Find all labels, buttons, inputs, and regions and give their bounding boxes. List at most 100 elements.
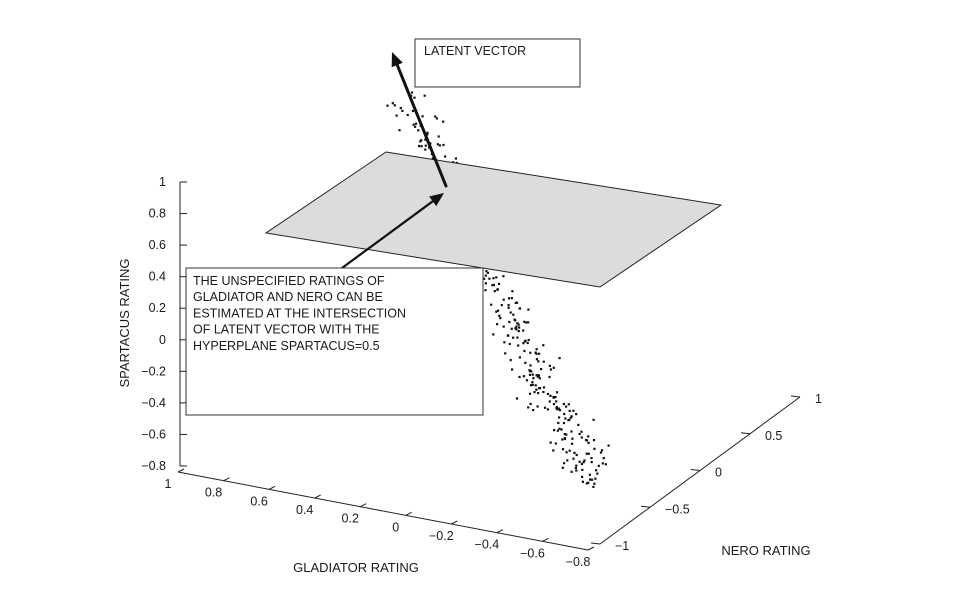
scatter-point — [508, 320, 511, 324]
scatter-point — [401, 109, 404, 112]
tick-labels: 1 0.8 0.6 0.4 0.2 0 −0.2 −0.4 −0.6 −0.8 1 0.8 0.6 0.4… — [141, 175, 822, 569]
y-axis-title: NERO RATING — [721, 543, 810, 558]
scatter-point — [599, 451, 603, 454]
scatter-point — [580, 462, 584, 466]
y-tick — [740, 432, 751, 435]
scatter-point — [518, 375, 521, 379]
scatter-point — [558, 427, 561, 430]
scatter-point — [538, 352, 541, 355]
z-axis-title: SPARTACUS RATING — [117, 258, 132, 387]
scatter-point — [435, 117, 438, 120]
scatter-point — [556, 408, 559, 411]
scatter-point — [406, 113, 409, 117]
scatter-point — [587, 435, 590, 438]
scatter-point — [413, 96, 416, 99]
scatter-point — [515, 397, 519, 400]
z-tick-label: −0.4 — [141, 396, 166, 410]
scatter-point — [488, 277, 491, 280]
x-tick-label: 0.4 — [296, 503, 313, 517]
scatter-point — [421, 115, 424, 118]
scatter-point — [600, 449, 604, 452]
scatter-point — [444, 155, 447, 158]
z-tick-label: −0.6 — [141, 427, 166, 441]
scatter-point — [484, 289, 487, 292]
scatter-point — [587, 481, 590, 484]
scatter-point — [542, 386, 546, 389]
scatter-point — [601, 462, 604, 465]
scatter-point — [535, 374, 538, 377]
scatter-point — [542, 360, 545, 363]
scatter-point — [504, 352, 507, 355]
scatter-point — [590, 461, 593, 464]
scatter-point — [571, 437, 574, 440]
scatter-point — [563, 462, 566, 465]
scatter-point — [518, 326, 521, 329]
scatter-point — [549, 368, 552, 371]
scatter-point — [442, 143, 445, 147]
scatter-point — [393, 104, 396, 107]
hyperplane-layer — [264, 151, 723, 288]
scatter-point — [593, 447, 596, 450]
y-tick — [690, 469, 701, 471]
scatter-point — [499, 317, 502, 320]
scatter-point — [534, 384, 537, 387]
scatter-point — [525, 379, 529, 382]
scatter-point — [546, 408, 549, 411]
scatter-point — [574, 466, 577, 470]
x-tick-label: 1 — [165, 477, 172, 491]
scatter-point — [552, 395, 555, 399]
scatter-point — [549, 394, 552, 397]
scatter-point — [540, 368, 543, 371]
scatter-point — [523, 349, 526, 353]
scatter-point — [424, 144, 427, 147]
x-tick — [496, 529, 504, 534]
x-tick — [177, 468, 185, 473]
scatter-point — [411, 109, 414, 113]
scatter-point — [575, 413, 578, 416]
scatter-point — [507, 306, 510, 309]
scatter-point — [595, 469, 598, 472]
scatter-point — [531, 381, 534, 384]
scatter-point — [502, 298, 505, 301]
z-tick-label: 0.2 — [149, 301, 166, 315]
annotation-line: ESTIMATED AT THE INTERSECTION — [193, 306, 406, 320]
scatter-point — [562, 402, 565, 406]
z-tick-label: 1 — [159, 175, 166, 189]
intersection-pointer-arrow — [340, 193, 444, 270]
scatter-point — [502, 325, 505, 328]
x-tick-label: 0.6 — [250, 494, 267, 508]
scatter-point — [418, 144, 421, 148]
scatter-point — [534, 351, 537, 354]
scatter-point — [537, 374, 540, 377]
scatter-point — [588, 473, 591, 476]
scatter-point — [492, 283, 495, 286]
x-tick — [451, 520, 458, 525]
scatter-point — [592, 439, 596, 442]
scatter-point — [533, 391, 536, 394]
scatter-point — [398, 129, 401, 132]
latent-vector-label: LATENT VECTOR — [414, 38, 581, 88]
scatter-point — [485, 270, 488, 273]
scatter-point — [510, 297, 513, 300]
scatter-point — [567, 403, 570, 406]
scatter-point — [580, 430, 583, 433]
scatter-point — [500, 304, 503, 307]
scatter-point — [565, 405, 568, 408]
scatter-point — [557, 407, 561, 410]
scatter-point — [568, 449, 571, 452]
scatter-point — [511, 368, 514, 371]
scatter-point — [525, 321, 528, 324]
scatter-point — [391, 102, 394, 105]
scatter-point — [524, 361, 527, 364]
scatter-point — [552, 403, 556, 406]
scatter-point — [554, 396, 557, 399]
scatter-point — [522, 342, 525, 345]
scatter-point — [507, 297, 511, 300]
scatter-point — [563, 433, 566, 436]
scatter-point — [597, 464, 600, 467]
scatter-point — [434, 115, 437, 118]
scatter-point — [580, 436, 583, 439]
scatter-point — [583, 459, 586, 462]
scatter-point — [495, 310, 498, 313]
